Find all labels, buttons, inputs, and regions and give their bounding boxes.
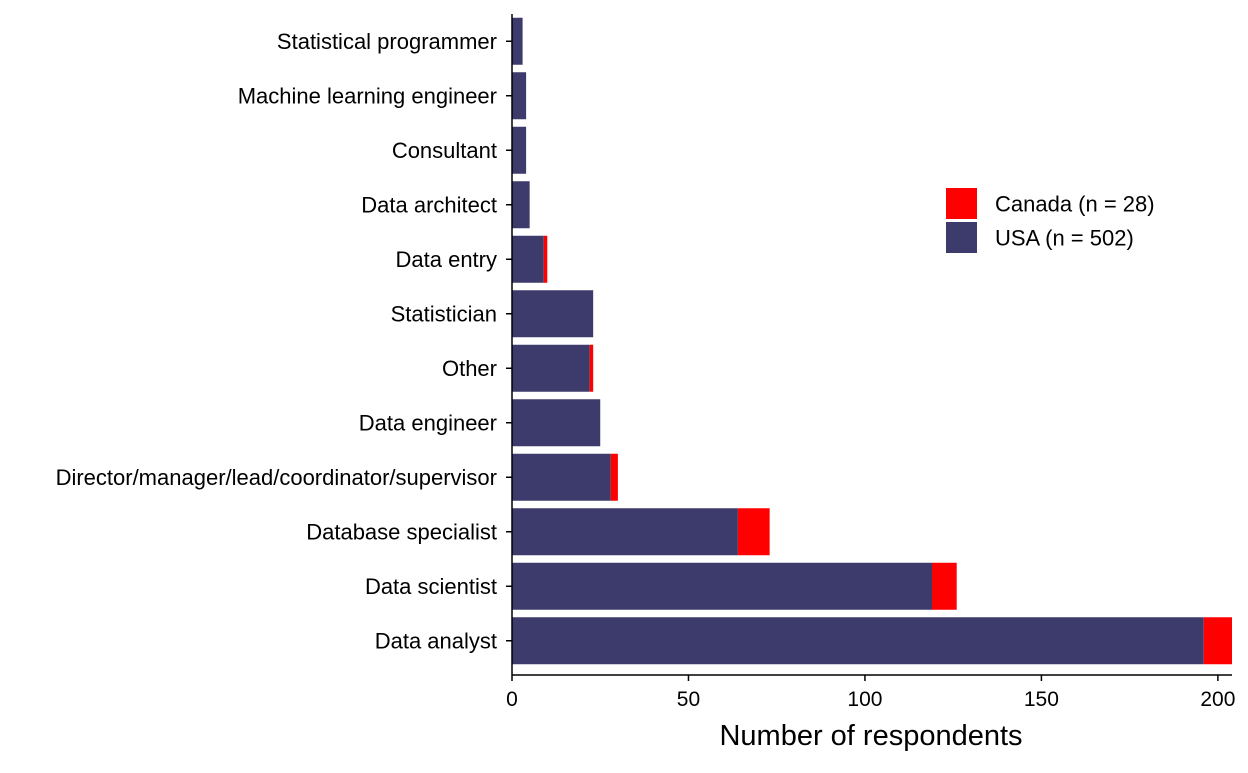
bar-canada <box>589 344 594 392</box>
category-label: Statistical programmer <box>277 29 497 54</box>
legend-label: Canada (n = 28) <box>995 192 1155 217</box>
category-label: Consultant <box>392 138 497 163</box>
x-tick-label: 0 <box>506 688 518 711</box>
bar-usa <box>512 126 527 174</box>
bar-canada <box>543 235 548 283</box>
bar-usa <box>512 72 527 120</box>
category-label: Data engineer <box>359 410 497 435</box>
bar-canada <box>737 508 770 556</box>
bar-canada <box>932 562 957 610</box>
legend-swatch <box>946 222 977 253</box>
category-label: Machine learning engineer <box>238 83 497 108</box>
bar-canada <box>610 453 618 501</box>
bar-usa <box>512 17 523 65</box>
category-label: Data scientist <box>365 574 497 599</box>
bar-canada <box>1203 617 1232 665</box>
legend-swatch <box>946 188 977 219</box>
bar-usa <box>512 290 594 338</box>
category-label: Other <box>442 356 497 381</box>
bar-usa <box>512 344 590 392</box>
bar-usa <box>512 399 601 447</box>
x-axis-title: Number of respondents <box>719 720 1022 752</box>
x-tick-label: 200 <box>1200 688 1235 711</box>
x-tick-label: 50 <box>677 688 700 711</box>
bar-usa <box>512 453 611 501</box>
category-label: Database specialist <box>306 519 497 544</box>
category-label: Data entry <box>396 247 498 272</box>
bar-usa <box>512 181 530 229</box>
bars-layer <box>512 17 1232 665</box>
category-label: Statistician <box>391 301 497 326</box>
bar-usa <box>512 617 1204 665</box>
x-tick-label: 150 <box>1024 688 1059 711</box>
legend-label: USA (n = 502) <box>995 226 1134 251</box>
bar-usa <box>512 235 544 283</box>
category-label: Director/manager/lead/coordinator/superv… <box>56 465 497 490</box>
x-axis-ticks: 0 50 100 150 200 <box>506 675 1235 711</box>
category-label: Data analyst <box>375 628 497 653</box>
bar-usa <box>512 562 932 610</box>
category-labels: Data analyst Data scientist Database speci… <box>56 29 512 653</box>
legend: Canada (n = 28) USA (n = 502) <box>946 188 1155 253</box>
bar-usa <box>512 508 738 556</box>
x-tick-label: 100 <box>847 688 882 711</box>
category-label: Data architect <box>361 192 497 217</box>
